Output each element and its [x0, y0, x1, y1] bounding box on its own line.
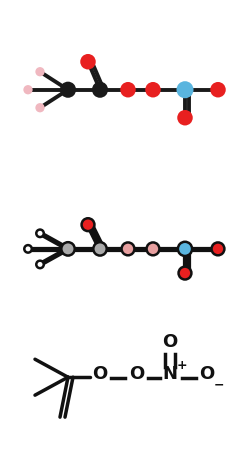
Text: O: O — [130, 365, 144, 383]
Circle shape — [178, 242, 192, 256]
Circle shape — [176, 81, 194, 98]
Circle shape — [177, 110, 193, 125]
Circle shape — [80, 54, 96, 70]
Text: O: O — [162, 333, 178, 351]
Circle shape — [24, 245, 32, 252]
Circle shape — [36, 229, 44, 237]
Text: alamy - HWXKG1: alamy - HWXKG1 — [81, 448, 169, 459]
Circle shape — [93, 242, 107, 256]
Circle shape — [82, 218, 94, 231]
Circle shape — [178, 266, 192, 280]
Text: N: N — [162, 365, 178, 383]
Circle shape — [210, 82, 226, 97]
Circle shape — [61, 242, 75, 256]
Circle shape — [146, 243, 160, 255]
Text: O: O — [92, 365, 108, 383]
Text: O: O — [200, 365, 214, 383]
Circle shape — [35, 67, 45, 76]
Circle shape — [92, 82, 108, 98]
Circle shape — [212, 243, 224, 255]
Circle shape — [23, 85, 33, 94]
Circle shape — [60, 82, 76, 98]
Circle shape — [36, 261, 44, 268]
Text: −: − — [214, 379, 224, 392]
Text: +: + — [177, 359, 187, 372]
Circle shape — [145, 82, 161, 97]
Circle shape — [120, 82, 136, 97]
Circle shape — [35, 103, 45, 112]
Circle shape — [122, 243, 134, 255]
